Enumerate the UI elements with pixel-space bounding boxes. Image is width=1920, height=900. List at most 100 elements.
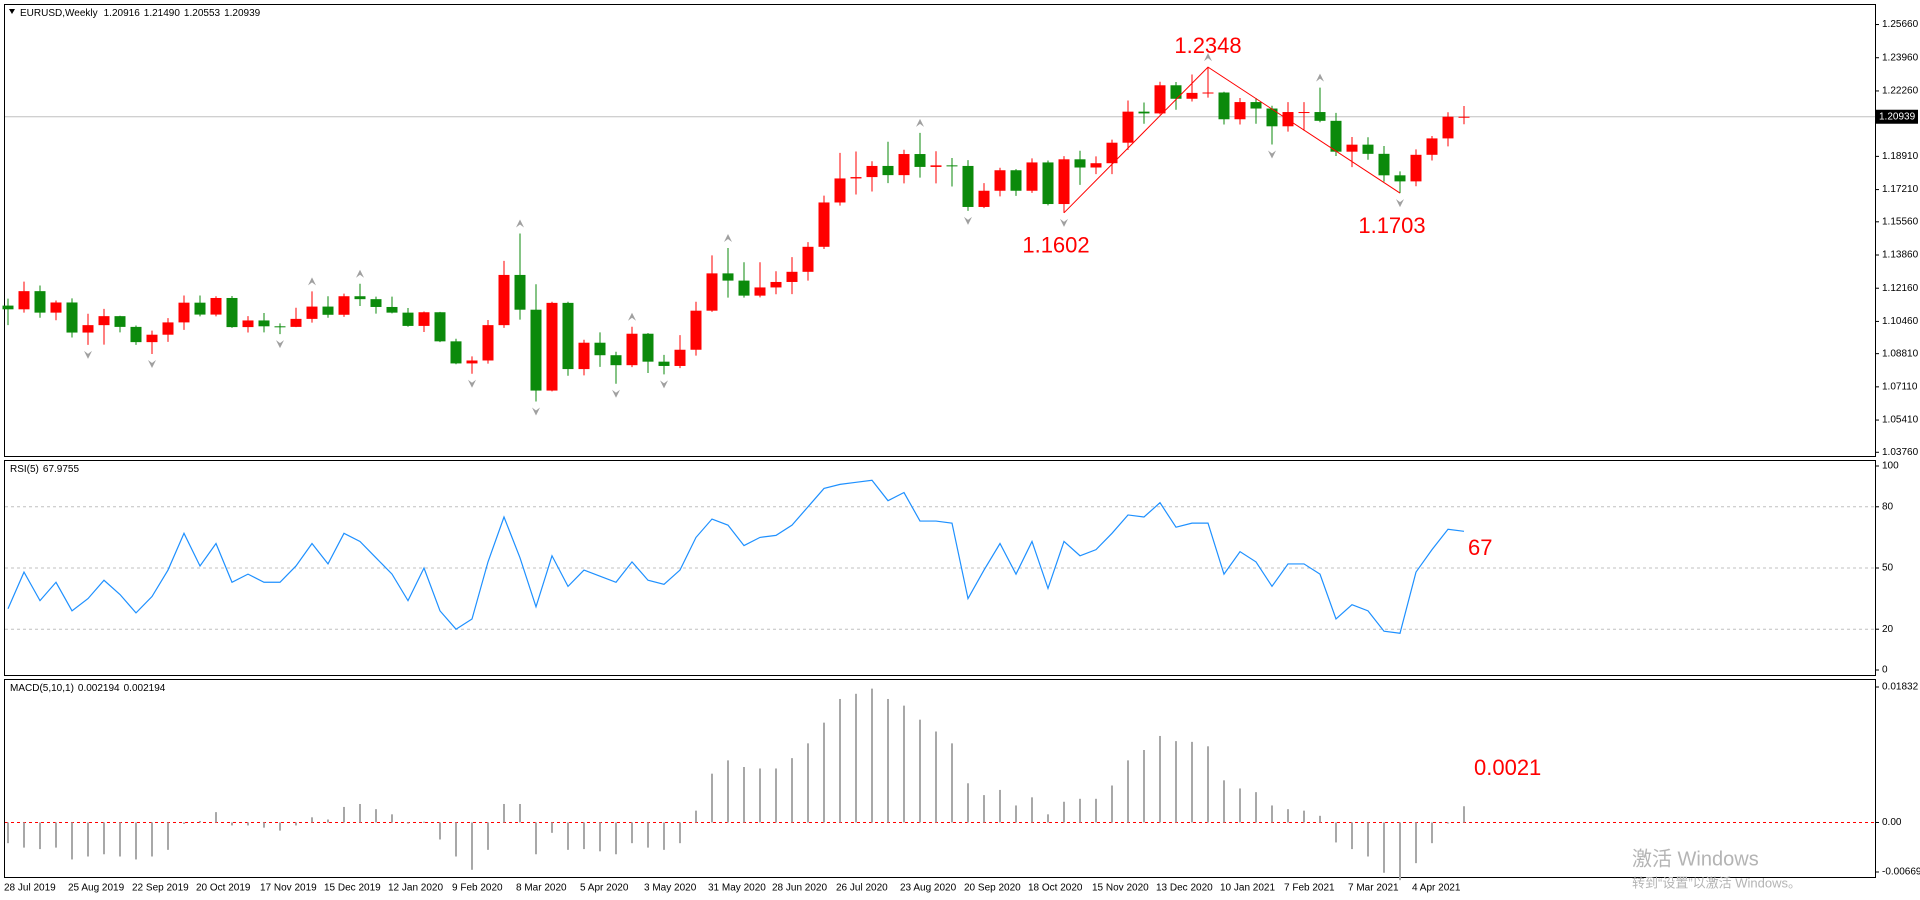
- y-tick-label: 1.23960: [1882, 52, 1919, 63]
- candle-body: [498, 274, 510, 326]
- swing-label: 1.1703: [1358, 213, 1425, 238]
- candle-body: [882, 165, 894, 176]
- macd-bar: [295, 822, 297, 826]
- macd-bar: [935, 731, 937, 823]
- candle-body: [18, 291, 30, 310]
- fractal-up: [1316, 73, 1324, 82]
- candle-body: [1122, 111, 1134, 143]
- fractal-down: [276, 340, 284, 349]
- macd-bar: [967, 783, 969, 823]
- macd-bar: [775, 768, 777, 823]
- macd-last: 0.002194: [78, 683, 120, 694]
- y-tick-label: 1.03760: [1882, 447, 1919, 458]
- macd-bar: [263, 822, 265, 828]
- menu-arrow[interactable]: [9, 9, 15, 14]
- macd-bar: [439, 822, 441, 840]
- fractal-down: [468, 379, 476, 388]
- candle-body: [1186, 92, 1198, 99]
- macd-bar: [919, 719, 921, 823]
- macd-bar: [1287, 809, 1289, 823]
- macd-bar: [327, 819, 329, 823]
- macd-bar: [567, 822, 569, 850]
- macd-bar: [1111, 785, 1113, 823]
- candle-body: [1218, 92, 1230, 120]
- candle-body: [242, 320, 254, 328]
- x-tick-label: 20 Sep 2020: [964, 883, 1021, 894]
- macd-header: MACD(5,10,1) 0.002194 0.002194: [10, 683, 166, 694]
- candle-body: [530, 309, 542, 391]
- price-box-label: 1.20939: [1879, 111, 1916, 122]
- candle-body: [1106, 142, 1118, 164]
- x-tick-label: 17 Nov 2019: [260, 883, 317, 894]
- fractal-down: [1396, 199, 1404, 208]
- y-tick-label: 1.17210: [1882, 184, 1919, 195]
- last-open: 1.20916: [104, 8, 141, 19]
- y-tick-label: 0.00: [1882, 817, 1902, 828]
- macd-bar: [87, 822, 89, 857]
- y-tick-label: 1.15560: [1882, 216, 1919, 227]
- macd-bar: [695, 810, 697, 823]
- candle-body: [978, 190, 990, 207]
- y-tick-label: 50: [1882, 563, 1894, 574]
- watermark-title: 激活 Windows: [1632, 847, 1759, 870]
- macd-bar: [1351, 822, 1353, 850]
- macd-bar: [1015, 805, 1017, 823]
- fractal-up: [628, 312, 636, 321]
- y-tick-label: 1.12160: [1882, 283, 1919, 294]
- fractal-up: [308, 277, 316, 286]
- fractal-down: [532, 407, 540, 416]
- x-tick-label: 18 Oct 2020: [1028, 883, 1083, 894]
- fractal-up: [1204, 53, 1212, 62]
- macd-bar: [375, 809, 377, 823]
- candle-body: [1074, 159, 1086, 168]
- macd-bar: [1047, 814, 1049, 823]
- x-tick-label: 7 Feb 2021: [1284, 883, 1335, 894]
- macd-bar: [455, 822, 457, 857]
- macd-bar: [183, 822, 185, 824]
- macd-bar: [519, 803, 521, 823]
- candle-body: [594, 342, 606, 356]
- candle-body: [1026, 162, 1038, 191]
- candle-body: [514, 274, 526, 310]
- candle-body: [306, 306, 318, 319]
- candle-body: [1138, 111, 1150, 114]
- candle-body: [1314, 112, 1326, 121]
- candle-body: [1346, 144, 1358, 152]
- rsi-annotation: 67: [1468, 535, 1492, 560]
- y-tick-label: -0.006698: [1882, 867, 1920, 878]
- macd-bar: [103, 822, 105, 855]
- candle-body: [354, 296, 366, 300]
- macd-signal-last: 0.002194: [124, 683, 166, 694]
- y-tick-label: 0.01832: [1882, 682, 1919, 693]
- macd-bar: [951, 743, 953, 823]
- y-tick-label: 1.22260: [1882, 86, 1919, 97]
- candle-body: [274, 326, 286, 328]
- y-tick-label: 1.08810: [1882, 348, 1919, 359]
- fractal-up: [916, 118, 924, 127]
- macd-bar: [1239, 788, 1241, 823]
- y-tick-label: 1.18910: [1882, 151, 1919, 162]
- candle-body: [290, 318, 302, 327]
- price-pane-frame: [4, 4, 1876, 457]
- x-tick-label: 12 Jan 2020: [388, 883, 443, 894]
- y-tick-label: 80: [1882, 501, 1894, 512]
- candle-body: [146, 334, 158, 343]
- candle-body: [1090, 163, 1102, 168]
- fractal-down: [1268, 150, 1276, 159]
- candle-body: [258, 320, 270, 327]
- last-high: 1.21490: [144, 8, 181, 19]
- candle-body: [322, 306, 334, 315]
- candle-body: [178, 302, 190, 323]
- macd-bar: [1207, 746, 1209, 823]
- macd-annotation: 0.0021: [1474, 755, 1541, 780]
- macd-bar: [503, 803, 505, 823]
- macd-bar: [727, 760, 729, 823]
- macd-bar: [551, 822, 553, 833]
- y-tick-label: 1.05410: [1882, 415, 1919, 426]
- candle-body: [66, 302, 78, 333]
- candle-body: [850, 177, 862, 179]
- x-tick-label: 7 Mar 2021: [1348, 883, 1399, 894]
- candle-body: [194, 302, 206, 315]
